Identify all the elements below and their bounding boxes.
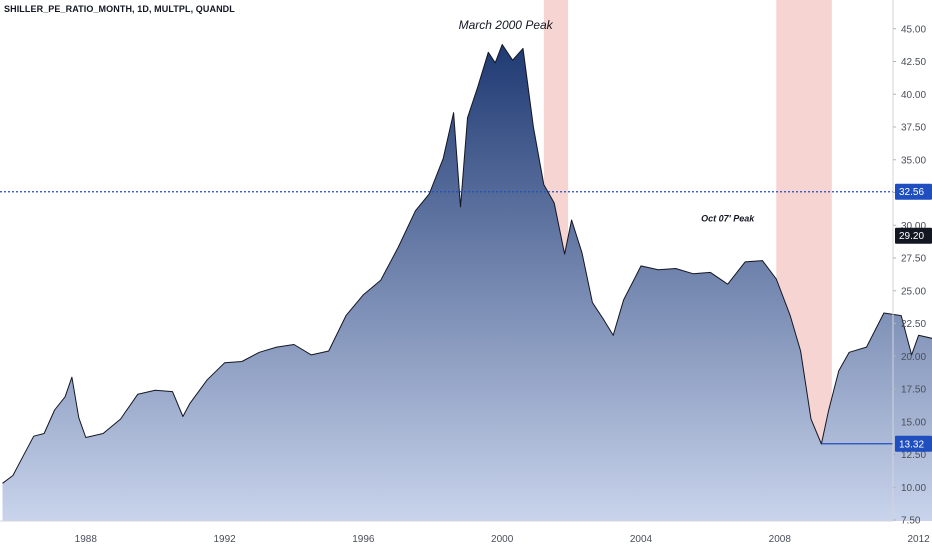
y-tick-label: 22.50 [901,319,926,330]
y-tick-label: 17.50 [901,385,926,396]
y-tick-label: 45.00 [901,24,926,35]
y-tick-label: 25.00 [901,286,926,297]
y-tick-label: 20.00 [901,352,926,363]
x-tick-label: 2012 [907,534,930,545]
horizontal-levels [0,191,893,445]
y-tick-label: 7.50 [901,516,921,527]
level-badge-bg [895,435,932,452]
area-fill [2,44,932,521]
annotation-march-2000-peak: March 2000 Peak [459,18,554,32]
y-tick-label: 15.00 [901,417,926,428]
y-tick-label: 40.00 [901,90,926,101]
current-value-badge-bg [895,227,932,244]
y-tick-label: 10.00 [901,483,926,494]
y-tick-label: 30.00 [901,221,926,232]
y-tick-label: 12.50 [901,450,926,461]
level-badge-bg [895,183,932,200]
chart-title: SHILLER_PE_RATIO_MONTH, 1D, MULTPL, QUAN… [4,4,235,14]
x-tick-label: 1992 [213,534,236,545]
y-tick-label: 37.50 [901,123,926,134]
area-series [2,44,932,521]
x-tick-label: 1988 [75,534,98,545]
x-tick-label: 2008 [769,534,792,545]
x-tick-label: 2000 [491,534,514,545]
y-tick-label: 27.50 [901,254,926,265]
x-tick-label: 2004 [630,534,653,545]
x-tick-label: 1996 [352,534,375,545]
annotation-oct-07-peak: Oct 07' Peak [701,213,755,223]
level-badge-label: 13.32 [899,439,924,450]
price-badges: 32.56 13.32 29.20 [895,183,932,452]
y-tick-label: 35.00 [901,155,926,166]
series-line [2,44,932,484]
y-tick-label: 42.50 [901,57,926,68]
level-badge-label: 32.56 [899,187,924,198]
current-value-badge-label: 29.20 [899,231,924,242]
